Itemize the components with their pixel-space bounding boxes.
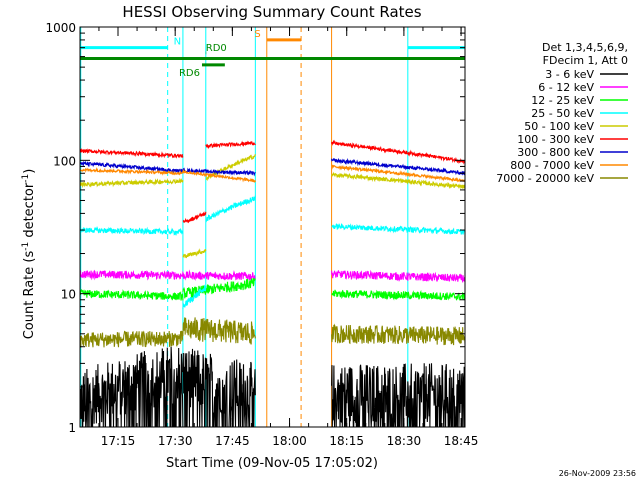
y-tick-label-0: 1: [68, 421, 76, 435]
series-0-segment-1: [182, 348, 256, 427]
series-8-segment-1: [182, 317, 256, 345]
series-7-segment-1: [182, 168, 256, 184]
series-1-segment-0: [80, 269, 256, 282]
series-5-segment-0: [80, 147, 184, 159]
legend-label-4: 50 - 100 keV: [524, 120, 594, 133]
series-6-segment-0: [80, 160, 184, 174]
series-1-segment-1: [331, 269, 465, 283]
series-6: [80, 157, 465, 177]
series-7-segment-0: [80, 166, 184, 176]
x-axis-label: Start Time (09-Nov-05 17:05:02): [166, 456, 378, 471]
series-0: [80, 346, 465, 427]
x-tick-label-0: 17:15: [101, 434, 136, 448]
series-7: [80, 164, 465, 184]
series-2-segment-0: [80, 288, 184, 301]
y-axis-label-exp2: -1: [21, 174, 31, 183]
legend-label-1: 6 - 12 keV: [538, 81, 594, 94]
chart-title: HESSI Observing Summary Count Rates: [122, 3, 421, 21]
legend-label-2: 12 - 25 keV: [531, 94, 594, 107]
series-4-segment-0: [80, 177, 184, 189]
plot-frame: [79, 26, 466, 428]
series-2-segment-2: [331, 289, 465, 301]
legend-header-2: FDecim 1, Att 0: [543, 54, 628, 67]
y-axis-label-exp1: -1: [21, 242, 31, 251]
x-tick-label-4: 18:15: [329, 434, 364, 448]
legend-label-8: 7000 - 20000 keV: [496, 172, 594, 185]
legend-label-6: 300 - 800 keV: [517, 146, 594, 159]
legend-header-1: Det 1,3,4,5,6,9,: [542, 41, 628, 54]
series-6-segment-1: [182, 167, 256, 177]
flag-label-4: RD0: [206, 43, 227, 54]
x-tick-label-5: 18:30: [387, 434, 422, 448]
legend-label-5: 100 - 300 keV: [517, 133, 594, 146]
series-6-segment-2: [331, 157, 465, 176]
series-3: [80, 195, 465, 310]
series-2: [80, 277, 465, 301]
x-tick-label-2: 17:45: [215, 434, 250, 448]
series-4: [80, 154, 465, 259]
y-axis-label-end: ): [22, 169, 37, 174]
x-tick-label-3: 18:00: [272, 434, 307, 448]
series-3-segment-1: [182, 284, 207, 310]
series-5-segment-2: [205, 140, 256, 150]
series-8-segment-0: [80, 330, 184, 348]
flag-label-2: S: [254, 29, 260, 40]
series-5: [80, 139, 465, 224]
legend-label-0: 3 - 6 keV: [545, 68, 594, 81]
series-4-segment-2: [205, 154, 256, 182]
x-axis: 17:15 17:30 17:45 18:00 18:15 18:30 18:45: [98, 27, 479, 448]
series-5-segment-3: [331, 139, 465, 165]
y-tick-label-3: 1000: [45, 21, 76, 35]
y-tick-label-2: 100: [53, 154, 76, 168]
series-0-segment-0: [80, 346, 184, 427]
series-4-segment-3: [331, 171, 465, 190]
plot-data: N S RD0 RD6: [80, 27, 465, 427]
footer-timestamp: 26-Nov-2009 23:56: [559, 469, 636, 478]
legend-label-7: 800 - 7000 keV: [510, 159, 594, 172]
y-tick-label-1: 10: [61, 288, 76, 302]
x-tick-label-1: 17:30: [158, 434, 193, 448]
flag-label-5: RD6: [179, 68, 200, 79]
series-8-segment-2: [331, 323, 465, 346]
series-5-segment-1: [182, 211, 207, 224]
series-3-segment-0: [80, 225, 184, 236]
series-4-segment-1: [182, 248, 207, 259]
x-tick-label-6: 18:45: [444, 434, 479, 448]
flag-label-0: N: [174, 37, 181, 48]
legend: Det 1,3,4,5,6,9, FDecim 1, Att 0 3 - 6 k…: [496, 41, 628, 185]
y-axis-label-mid: detector: [22, 182, 37, 242]
y-axis-label: Count Rate (s-1 detector-1): [21, 169, 37, 340]
series-2-segment-1: [182, 277, 256, 299]
series-7-segment-2: [331, 164, 465, 183]
y-axis: 1 10 100 1000: [45, 21, 465, 435]
series-0-segment-2: [331, 363, 465, 427]
series-3-segment-2: [205, 195, 256, 223]
series-3-segment-3: [331, 222, 465, 236]
y-axis-label-base: Count Rate (s: [22, 251, 37, 340]
series-8: [80, 317, 465, 348]
series-1: [80, 269, 465, 283]
legend-label-3: 25 - 50 keV: [531, 107, 594, 120]
